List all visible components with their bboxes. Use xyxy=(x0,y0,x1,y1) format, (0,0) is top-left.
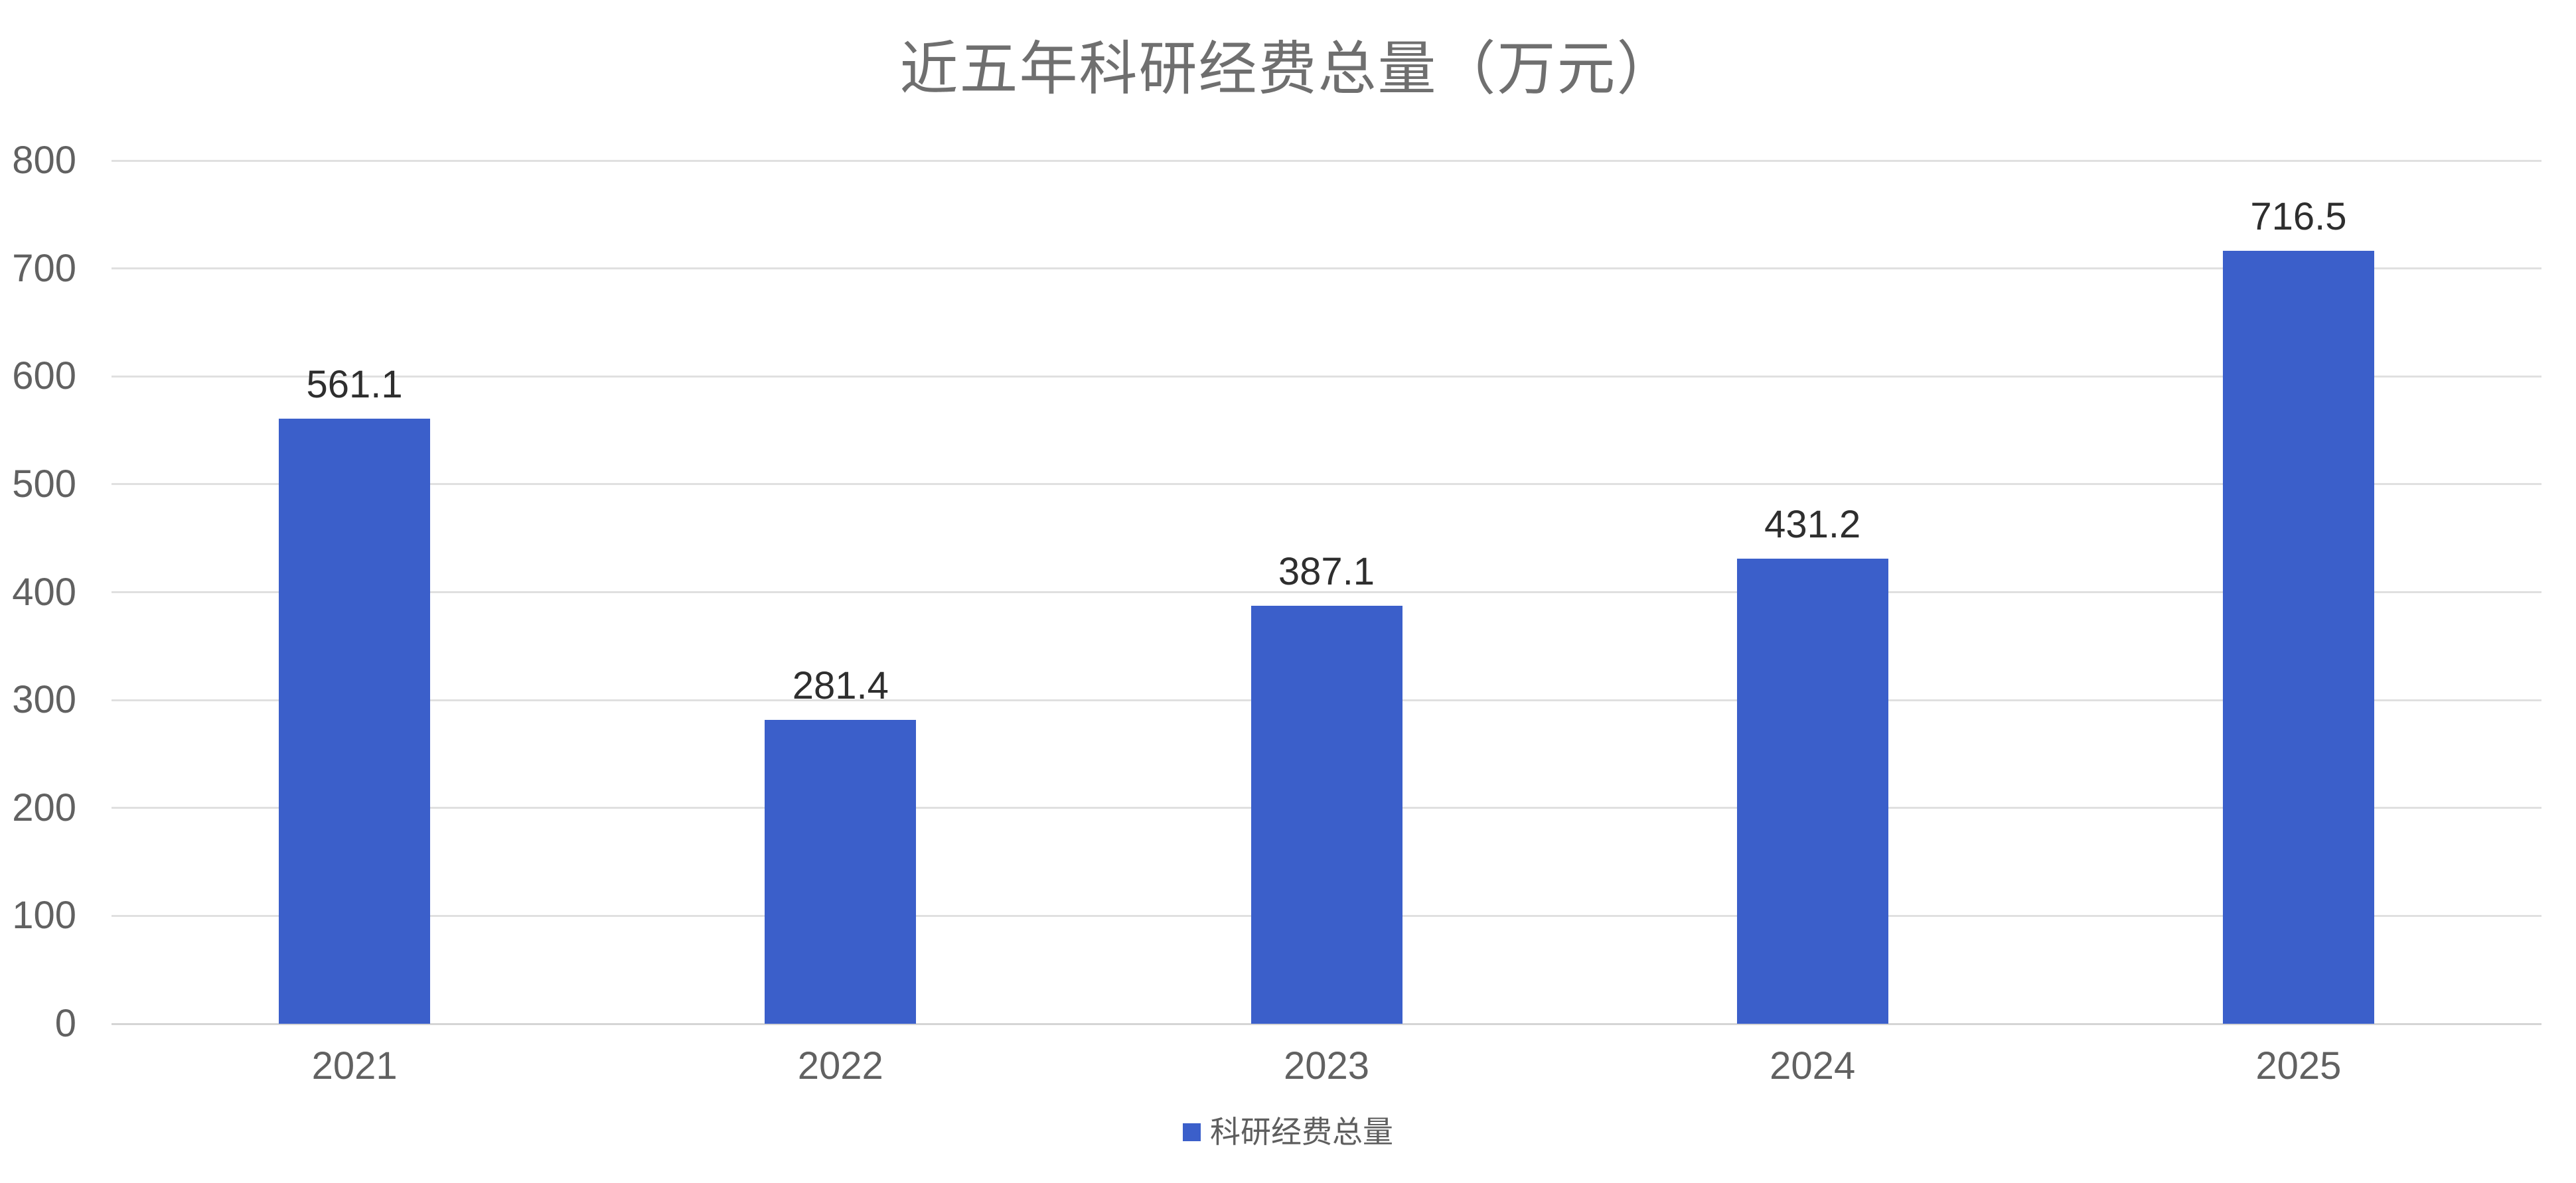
x-axis-tick-label: 2023 xyxy=(1283,1044,1370,1087)
y-axis-tick-label: 800 xyxy=(12,139,76,182)
bar-value-label: 431.2 xyxy=(1764,502,1861,546)
bar[interactable] xyxy=(765,720,917,1024)
y-axis-tick-label: 400 xyxy=(12,570,76,614)
bar-value-label: 561.1 xyxy=(306,362,403,406)
gridline xyxy=(112,1022,2541,1025)
x-axis-tick-label: 2024 xyxy=(1770,1044,1856,1087)
bar-value-label: 716.5 xyxy=(2250,194,2347,238)
y-axis-tick-label: 600 xyxy=(12,354,76,398)
y-axis-tick-label: 700 xyxy=(12,246,76,290)
gridline xyxy=(112,375,2541,378)
bar[interactable] xyxy=(1250,606,1402,1024)
gridline xyxy=(112,483,2541,486)
legend: 科研经费总量 xyxy=(0,1116,2576,1148)
y-axis-tick-label: 300 xyxy=(12,678,76,722)
y-axis-tick-label: 100 xyxy=(12,894,76,938)
gridline xyxy=(112,591,2541,593)
y-axis-tick-label: 0 xyxy=(54,1002,76,1045)
bar[interactable] xyxy=(1736,558,1888,1024)
bar-value-label: 281.4 xyxy=(792,664,889,708)
gridline xyxy=(112,267,2541,270)
legend-label: 科研经费总量 xyxy=(1210,1115,1393,1149)
x-axis-tick-label: 2021 xyxy=(311,1044,398,1087)
bar[interactable] xyxy=(2222,250,2374,1024)
bar-value-label: 387.1 xyxy=(1278,550,1375,594)
bar[interactable] xyxy=(279,418,431,1024)
legend-marker-icon xyxy=(1183,1123,1201,1141)
chart-title: 近五年科研经费总量（万元） xyxy=(899,36,1677,102)
y-axis-tick-label: 200 xyxy=(12,786,76,829)
gridline xyxy=(112,159,2541,162)
x-axis-tick-label: 2022 xyxy=(797,1044,883,1087)
legend-item[interactable]: 科研经费总量 xyxy=(1183,1116,1393,1148)
y-axis-tick-label: 500 xyxy=(12,462,76,506)
x-axis-tick-label: 2025 xyxy=(2255,1044,2342,1087)
